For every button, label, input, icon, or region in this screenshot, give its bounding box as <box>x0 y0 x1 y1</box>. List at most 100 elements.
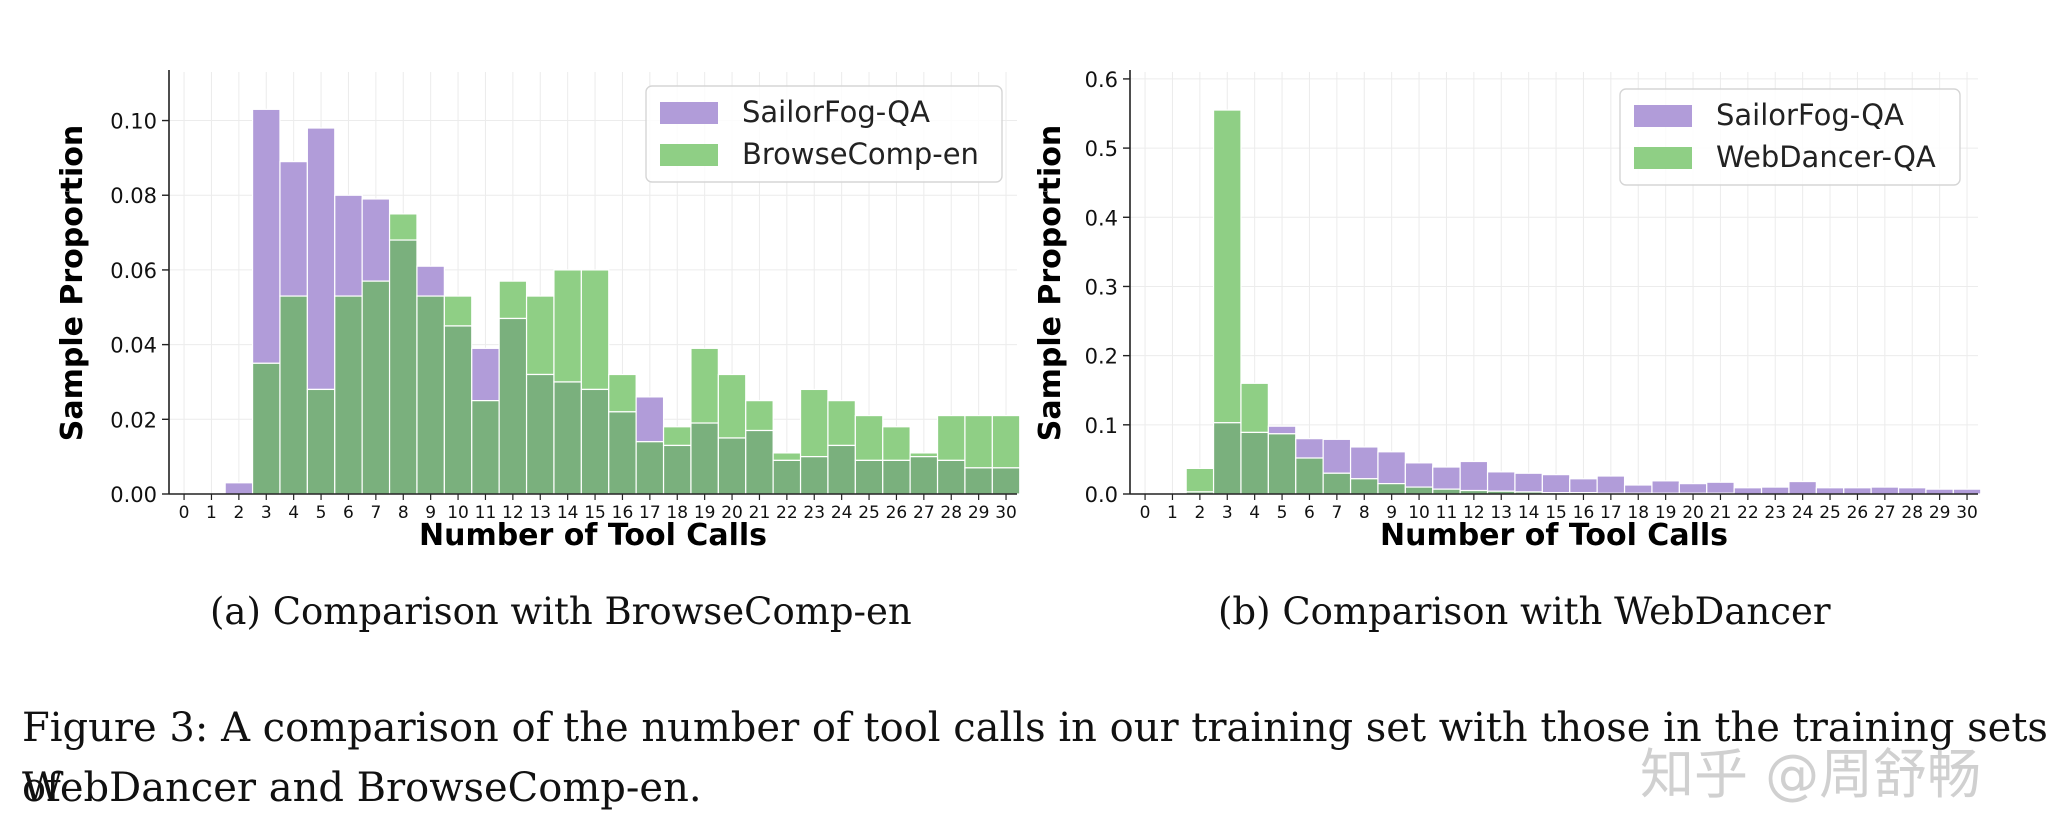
c1-xtick-label: 20 <box>1682 503 1704 523</box>
c1-xtick-label: 23 <box>1764 503 1786 523</box>
c1-xtick-label: 22 <box>1737 503 1759 523</box>
c1-bar-overlap-7 <box>1322 472 1352 495</box>
c1-ytick-label: 0.0 <box>1085 483 1118 507</box>
c0-xtick-label: 0 <box>179 503 190 523</box>
c0-bar-overlap-8 <box>388 239 418 495</box>
figure-caption-line2: WebDancer and BrowseComp-en. <box>22 765 702 811</box>
c1-xtick-label: 15 <box>1545 503 1567 523</box>
c1-xtick-label: 8 <box>1359 503 1370 523</box>
c0-xtick-label: 7 <box>370 503 381 523</box>
c0-bar-overlap-5 <box>306 388 336 495</box>
c0-xtick-label: 4 <box>288 503 299 523</box>
c1-bar-series1-8 <box>1349 446 1379 480</box>
c1-bar-series1-12 <box>1459 460 1489 492</box>
c0-xtick-label: 26 <box>886 503 908 523</box>
c1-bar-series1-7 <box>1322 438 1352 474</box>
c1-xtick-label: 19 <box>1655 503 1677 523</box>
c0-ytick-label: 0.08 <box>110 184 157 208</box>
c0-bar-series2-24 <box>827 400 856 447</box>
c0-legend-swatch-2 <box>660 144 718 166</box>
c0-bar-series1-4 <box>279 161 308 297</box>
c0-xtick-label: 9 <box>425 503 436 523</box>
c0-bar-overlap-12 <box>498 317 528 495</box>
c1-legend-swatch-2 <box>1634 147 1692 169</box>
c1-bar-series2-2 <box>1185 467 1215 493</box>
c0-bar-overlap-19 <box>690 422 719 495</box>
c0-xtick-label: 11 <box>475 503 497 523</box>
c0-xtick-label: 13 <box>529 503 551 523</box>
c1-legend-box <box>1619 88 1961 186</box>
c1-xtick-label: 11 <box>1436 503 1458 523</box>
c0-xtick-label: 5 <box>316 503 327 523</box>
c1-xtick-label: 7 <box>1331 503 1342 523</box>
c1-xtick-label: 13 <box>1490 503 1512 523</box>
c0-bar-series2-20 <box>717 373 747 439</box>
c0-bar-series2-15 <box>580 269 610 391</box>
c1-bar-series1-13 <box>1486 471 1516 492</box>
c0-legend-swatch-1 <box>660 102 718 124</box>
c1-legend-swatch-1 <box>1634 105 1692 127</box>
c1-bar-series1-10 <box>1404 462 1434 488</box>
c0-ytick-label: 0.04 <box>110 334 157 358</box>
c1-xtick-label: 27 <box>1874 503 1896 523</box>
c0-bar-series1-11 <box>471 347 500 402</box>
c0-xtick-label: 23 <box>803 503 825 523</box>
c0-bar-series1-7 <box>361 198 391 282</box>
c0-bar-overlap-21 <box>745 429 774 495</box>
c1-bar-series1-14 <box>1514 472 1543 493</box>
c0-bar-series1-9 <box>416 265 445 297</box>
c0-xtick-label: 22 <box>776 503 798 523</box>
c1-bar-series1-27 <box>1870 486 1900 495</box>
c0-bar-series2-16 <box>608 373 637 413</box>
c0-bar-overlap-18 <box>662 444 692 495</box>
chart-b-webdancer: 0.00.10.20.30.40.50.60 1 2 3 4 5 6 7 8 9 10 11 12 13 1… <box>1033 68 1982 553</box>
c0-bar-series2-8 <box>388 213 418 241</box>
c0-bar-overlap-29 <box>964 467 993 495</box>
c1-bar-series1-19 <box>1651 480 1680 494</box>
c0-bar-overlap-22 <box>772 459 802 495</box>
c0-xtick-label: 30 <box>995 503 1017 523</box>
c1-bar-series2-3 <box>1212 109 1242 424</box>
c0-x-axis-label: Number of Tool Calls <box>419 518 767 553</box>
c0-ytick-label: 0.00 <box>110 483 157 507</box>
c0-bar-overlap-23 <box>799 456 829 495</box>
c1-xtick-label: 30 <box>1956 503 1978 523</box>
c0-bar-overlap-7 <box>361 280 391 495</box>
c1-xtick-label: 18 <box>1627 503 1649 523</box>
c0-legend-label-2: BrowseComp-en <box>742 137 979 171</box>
c1-xtick-label: 12 <box>1463 503 1485 523</box>
c0-bar-series2-28 <box>936 414 966 461</box>
c1-xtick-label: 4 <box>1249 503 1260 523</box>
watermark: 知乎 @周舒畅 <box>1640 743 1982 806</box>
c1-ytick-label: 0.3 <box>1085 275 1118 299</box>
c0-bar-overlap-13 <box>525 373 555 495</box>
c0-xtick-label: 20 <box>721 503 743 523</box>
c0-xtick-label: 12 <box>502 503 524 523</box>
c1-bar-series1-11 <box>1432 466 1461 490</box>
c0-bar-overlap-4 <box>279 295 308 495</box>
c0-xtick-label: 1 <box>206 503 217 523</box>
c1-bar-overlap-6 <box>1295 457 1324 495</box>
c1-bar-overlap-4 <box>1240 431 1269 495</box>
c1-bar-series1-25 <box>1815 487 1845 495</box>
c1-bar-overlap-3 <box>1212 422 1242 495</box>
c0-xtick-label: 3 <box>261 503 272 523</box>
c1-xtick-label: 10 <box>1408 503 1430 523</box>
c0-bar-overlap-11 <box>471 400 500 495</box>
c0-xtick-label: 15 <box>584 503 606 523</box>
c1-bar-series1-6 <box>1295 438 1324 459</box>
c0-bar-overlap-27 <box>909 456 939 495</box>
c1-bar-overlap-8 <box>1349 478 1379 495</box>
c0-legend: SailorFog-QA BrowseComp-en <box>645 85 1003 183</box>
subcaption-a: (a) Comparison with BrowseComp-en <box>210 590 912 633</box>
c0-xtick-label: 24 <box>831 503 853 523</box>
c1-xtick-label: 16 <box>1573 503 1595 523</box>
c0-bar-overlap-30 <box>991 467 1021 495</box>
c1-xtick-label: 0 <box>1140 503 1151 523</box>
c1-bar-overlap-5 <box>1267 433 1297 495</box>
c1-legend-label-2: WebDancer-QA <box>1716 140 1936 174</box>
c0-ytick-label: 0.02 <box>110 408 157 432</box>
c0-xtick-label: 10 <box>447 503 469 523</box>
c1-xtick-label: 21 <box>1710 503 1732 523</box>
c0-bar-series2-10 <box>443 295 473 327</box>
